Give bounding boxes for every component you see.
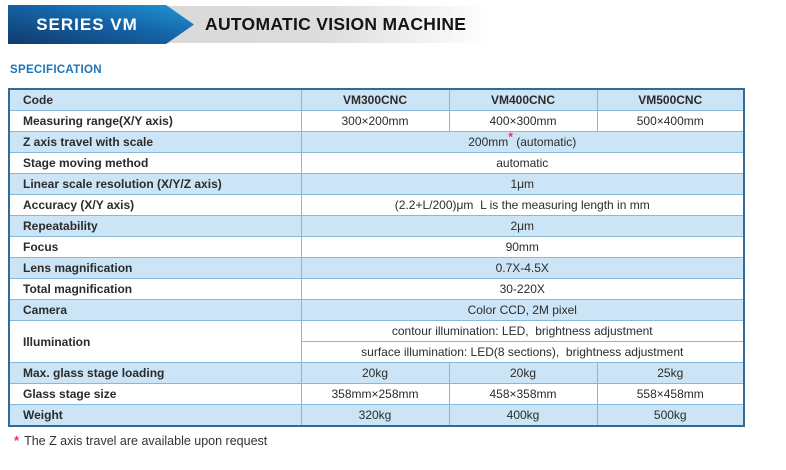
cell-value: 20kg <box>300 362 450 384</box>
table-row-measuring-range: Measuring range(X/Y axis) 300×200mm 400×… <box>8 110 745 132</box>
cell-label: Camera <box>8 299 302 321</box>
table-row-lens-magnification: Lens magnification 0.7X-4.5X <box>8 257 745 279</box>
cell-value: 400×300mm <box>448 110 598 132</box>
section-title: SPECIFICATION <box>10 64 102 76</box>
footnote-marker-superscript: * <box>508 131 513 144</box>
cell-value: 25kg <box>596 362 745 384</box>
footnote-marker: * <box>14 433 20 448</box>
cell-value: contour illumination: LED, brightness ad… <box>300 320 745 342</box>
cell-value: 458×358mm <box>448 383 598 405</box>
cell-value: 300×200mm <box>300 110 450 132</box>
table-row-weight: Weight 320kg 400kg 500kg <box>8 404 745 427</box>
z-travel-value: 200mm <box>468 135 509 149</box>
cell-value: 2μm <box>300 215 745 237</box>
footnote-text: The Z axis travel are available upon req… <box>24 434 268 448</box>
table-row-code: Code VM300CNC VM400CNC VM500CNC <box>8 88 745 111</box>
cell-value: VM400CNC <box>448 88 598 111</box>
cell-label: Repeatability <box>8 215 302 237</box>
table-row-camera: Camera Color CCD, 2M pixel <box>8 299 745 321</box>
cell-label: Stage moving method <box>8 152 302 174</box>
table-row-repeatability: Repeatability 2μm <box>8 215 745 237</box>
cell-label: Code <box>8 88 302 111</box>
table-row-focus: Focus 90mm <box>8 236 745 258</box>
table-row-linear-scale-resolution: Linear scale resolution (X/Y/Z axis) 1μm <box>8 173 745 195</box>
cell-value: (2.2+L/200)μm L is the measuring length … <box>300 194 745 216</box>
z-travel-suffix: (automatic) <box>512 135 577 149</box>
cell-label: Z axis travel with scale <box>8 131 302 153</box>
cell-value: 90mm <box>300 236 745 258</box>
cell-label: Measuring range(X/Y axis) <box>8 110 302 132</box>
cell-label: Lens magnification <box>8 257 302 279</box>
cell-value: 320kg <box>300 404 450 427</box>
cell-value: 20kg <box>448 362 598 384</box>
cell-value: 358mm×258mm <box>300 383 450 405</box>
cell-value: 558×458mm <box>596 383 745 405</box>
cell-label: Weight <box>8 404 302 427</box>
cell-label: Glass stage size <box>8 383 302 405</box>
cell-value: 30-220X <box>300 278 745 300</box>
table-row-stage-moving-method: Stage moving method automatic <box>8 152 745 174</box>
footnote: * The Z axis travel are available upon re… <box>14 433 267 448</box>
cell-label: Max. glass stage loading <box>8 362 302 384</box>
cell-value: 0.7X-4.5X <box>300 257 745 279</box>
cell-label: Illumination <box>8 320 302 363</box>
table-row-max-glass-stage-loading: Max. glass stage loading 20kg 20kg 25kg <box>8 362 745 384</box>
cell-value: 500×400mm <box>596 110 745 132</box>
cell-label: Linear scale resolution (X/Y/Z axis) <box>8 173 302 195</box>
series-label: SERIES VM <box>36 14 138 34</box>
cell-label: Focus <box>8 236 302 258</box>
cell-value: VM500CNC <box>596 88 745 111</box>
cell-label: Total magnification <box>8 278 302 300</box>
cell-value: 400kg <box>448 404 598 427</box>
cell-value: Color CCD, 2M pixel <box>300 299 745 321</box>
table-row-illumination-contour: Illumination contour illumination: LED, … <box>8 320 745 363</box>
table-row-glass-stage-size: Glass stage size 358mm×258mm 458×358mm 5… <box>8 383 745 405</box>
cell-label: Accuracy (X/Y axis) <box>8 194 302 216</box>
table-row-total-magnification: Total magnification 30-220X <box>8 278 745 300</box>
page-title: AUTOMATIC VISION MACHINE <box>205 14 467 34</box>
cell-value: automatic <box>300 152 745 174</box>
table-row-accuracy: Accuracy (X/Y axis) (2.2+L/200)μm L is t… <box>8 194 745 216</box>
cell-value: VM300CNC <box>300 88 450 111</box>
cell-value: surface illumination: LED(8 sections), b… <box>300 341 745 363</box>
series-banner: SERIES VM <box>8 5 194 44</box>
cell-value: 500kg <box>596 404 745 427</box>
specification-table: Code VM300CNC VM400CNC VM500CNC Measurin… <box>8 88 745 427</box>
table-row-z-axis-travel: Z axis travel with scale 200mm* (automat… <box>8 131 745 153</box>
table-row-illumination-surface: surface illumination: LED(8 sections), b… <box>9 341 745 363</box>
cell-value: 1μm <box>300 173 745 195</box>
cell-value: 200mm* (automatic) <box>300 131 745 153</box>
